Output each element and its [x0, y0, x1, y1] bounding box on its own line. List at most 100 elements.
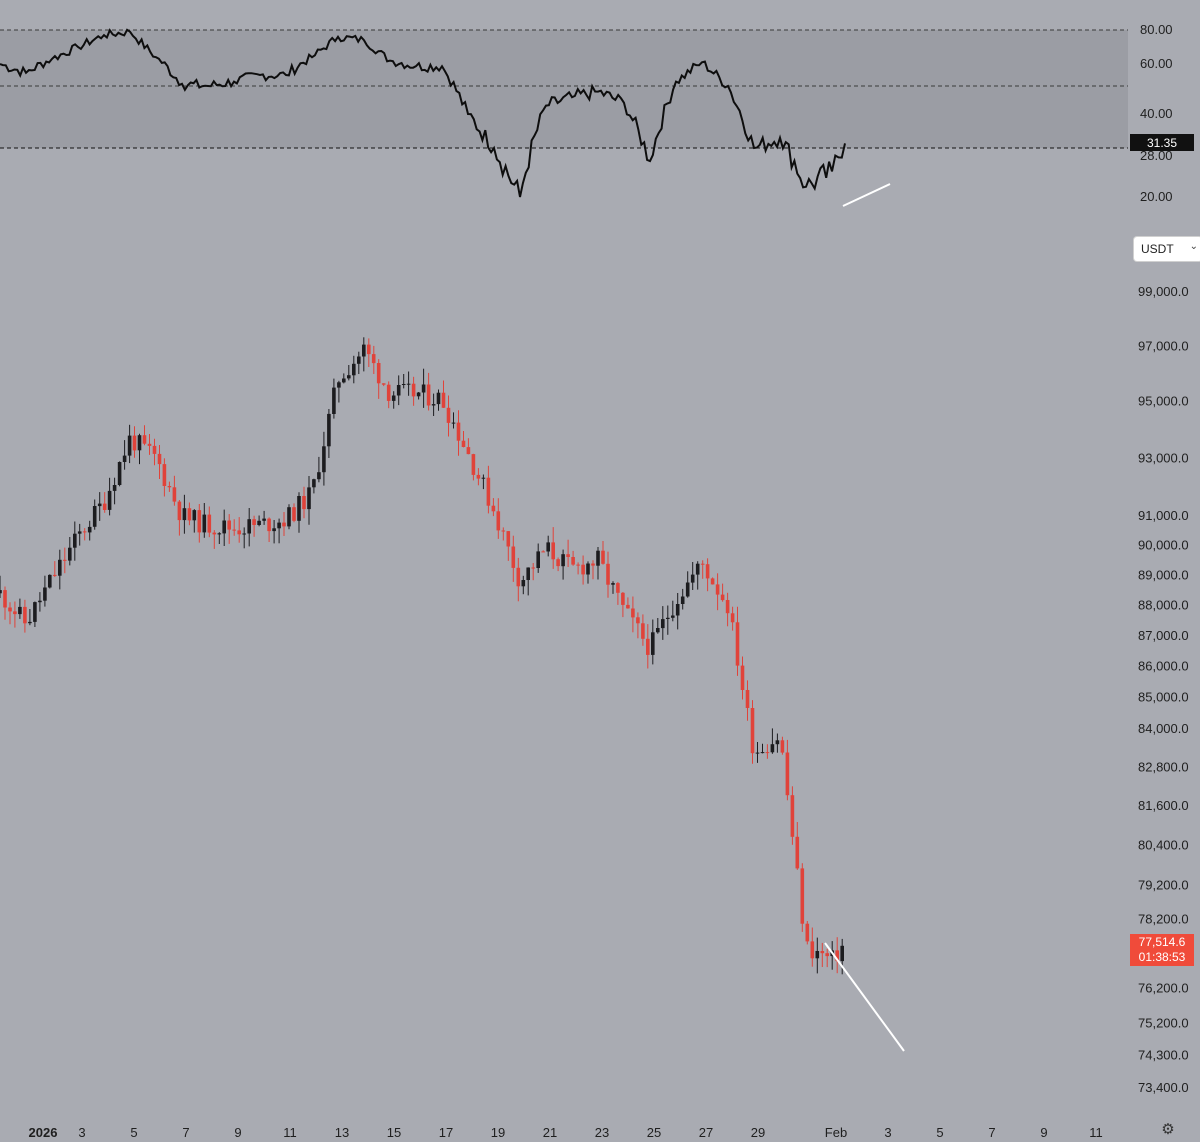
candle-down — [376, 363, 381, 384]
rsi-tick-label: 28.00 — [1140, 148, 1173, 163]
candle-up — [317, 472, 321, 480]
candle-up — [337, 382, 341, 388]
candle-down — [735, 622, 740, 666]
price-tick-label: 85,000.0 — [1138, 690, 1189, 705]
time-tick-label: 3 — [884, 1125, 891, 1140]
price-tick-label: 81,600.0 — [1138, 798, 1189, 813]
candle-down — [102, 503, 107, 510]
candle-up — [770, 744, 775, 753]
candle-up — [297, 496, 301, 521]
candle-down — [152, 445, 157, 454]
candle-down — [132, 435, 137, 451]
candlestick-series — [0, 337, 844, 975]
price-tick-label: 90,000.0 — [1138, 538, 1189, 553]
currency-selector[interactable]: USDT ⌄ — [1134, 237, 1200, 261]
candle-down — [8, 607, 12, 612]
candle-up — [68, 547, 72, 561]
candle-down — [367, 344, 371, 355]
candle-down — [566, 554, 570, 557]
time-tick-label: 11 — [283, 1125, 297, 1140]
candle-up — [352, 363, 356, 376]
time-tick-label: 3 — [78, 1125, 85, 1140]
candle-up — [526, 567, 530, 580]
candle-up — [217, 533, 222, 535]
candle-up — [362, 344, 366, 357]
candle-down — [157, 453, 162, 465]
gear-icon[interactable]: ⚙ — [1161, 1121, 1175, 1138]
candle-down — [646, 638, 650, 655]
time-tick-label: 5 — [130, 1125, 137, 1140]
time-tick-label: 7 — [988, 1125, 995, 1140]
candle-up — [671, 615, 675, 618]
price-tick-label: 97,000.0 — [1138, 338, 1189, 353]
price-pane: 99,000.0 97,000.0 95,000.0 93,000.0 91,000.0… — [0, 284, 1189, 1095]
candle-up — [112, 485, 117, 491]
candle-down — [282, 522, 286, 527]
price-axis: 99,000.0 97,000.0 95,000.0 93,000.0 91,000.0… — [1138, 284, 1189, 1095]
candle-down — [606, 563, 610, 585]
rsi-tick-label: 60.00 — [1140, 56, 1173, 71]
candle-down — [725, 600, 730, 614]
time-tick-label: 2026 — [29, 1125, 58, 1140]
candle-up — [596, 550, 600, 566]
candle-up — [561, 554, 565, 567]
currency-value: USDT — [1141, 242, 1174, 256]
candle-down — [626, 604, 630, 609]
rsi-current-value-badge: 31.35 — [1130, 134, 1194, 151]
candle-down — [636, 617, 640, 624]
candle-up — [406, 383, 411, 385]
candle-up — [122, 455, 127, 462]
candle-up — [401, 384, 406, 385]
candle-down — [541, 551, 545, 553]
price-tick-label: 84,000.0 — [1138, 721, 1189, 736]
candle-down — [571, 557, 575, 565]
price-tick-label: 86,000.0 — [1138, 659, 1189, 674]
price-tick-label: 80,400.0 — [1138, 838, 1189, 853]
candle-down — [810, 941, 815, 959]
price-tick-label: 87,000.0 — [1138, 628, 1189, 643]
candle-down — [267, 518, 271, 532]
price-tick-label: 82,800.0 — [1138, 759, 1189, 774]
candle-up — [396, 385, 401, 396]
price-tick-label: 76,200.0 — [1138, 980, 1189, 995]
candle-down — [466, 447, 471, 455]
price-tick-label: 78,200.0 — [1138, 912, 1189, 927]
candle-down — [506, 531, 511, 547]
candle-down — [715, 584, 720, 595]
candle-up — [73, 533, 77, 548]
candle-up — [685, 582, 690, 597]
candle-up — [97, 503, 102, 507]
candle-up — [33, 602, 37, 622]
candle-up — [690, 574, 695, 583]
candle-up — [257, 520, 261, 525]
candle-down — [745, 690, 750, 708]
price-tick-label: 73,400.0 — [1138, 1080, 1189, 1095]
time-tick-label: 23 — [595, 1125, 609, 1140]
bar-countdown: 01:38:53 — [1138, 950, 1186, 964]
candle-up — [312, 479, 316, 488]
candle-up — [391, 395, 396, 401]
candle-down — [302, 496, 306, 510]
candle-down — [172, 487, 177, 502]
price-tick-label: 79,200.0 — [1138, 878, 1189, 893]
candle-down — [177, 501, 182, 521]
price-tick-label: 88,000.0 — [1138, 597, 1189, 612]
candle-up — [481, 477, 486, 479]
candle-up — [332, 387, 336, 414]
candle-down — [197, 510, 202, 533]
candle-up — [117, 462, 122, 485]
price-tick-label: 93,000.0 — [1138, 450, 1189, 465]
candle-down — [621, 592, 625, 605]
candle-up — [287, 507, 291, 527]
candle-down — [616, 583, 620, 593]
candle-up — [661, 619, 665, 629]
candle-up — [242, 533, 246, 535]
candle-up — [521, 580, 526, 587]
price-tick-label: 91,000.0 — [1138, 508, 1189, 523]
candle-down — [700, 563, 705, 565]
time-tick-label: 27 — [699, 1125, 713, 1140]
candle-up — [322, 446, 326, 473]
candle-up — [342, 378, 346, 383]
candle-up — [48, 574, 52, 588]
